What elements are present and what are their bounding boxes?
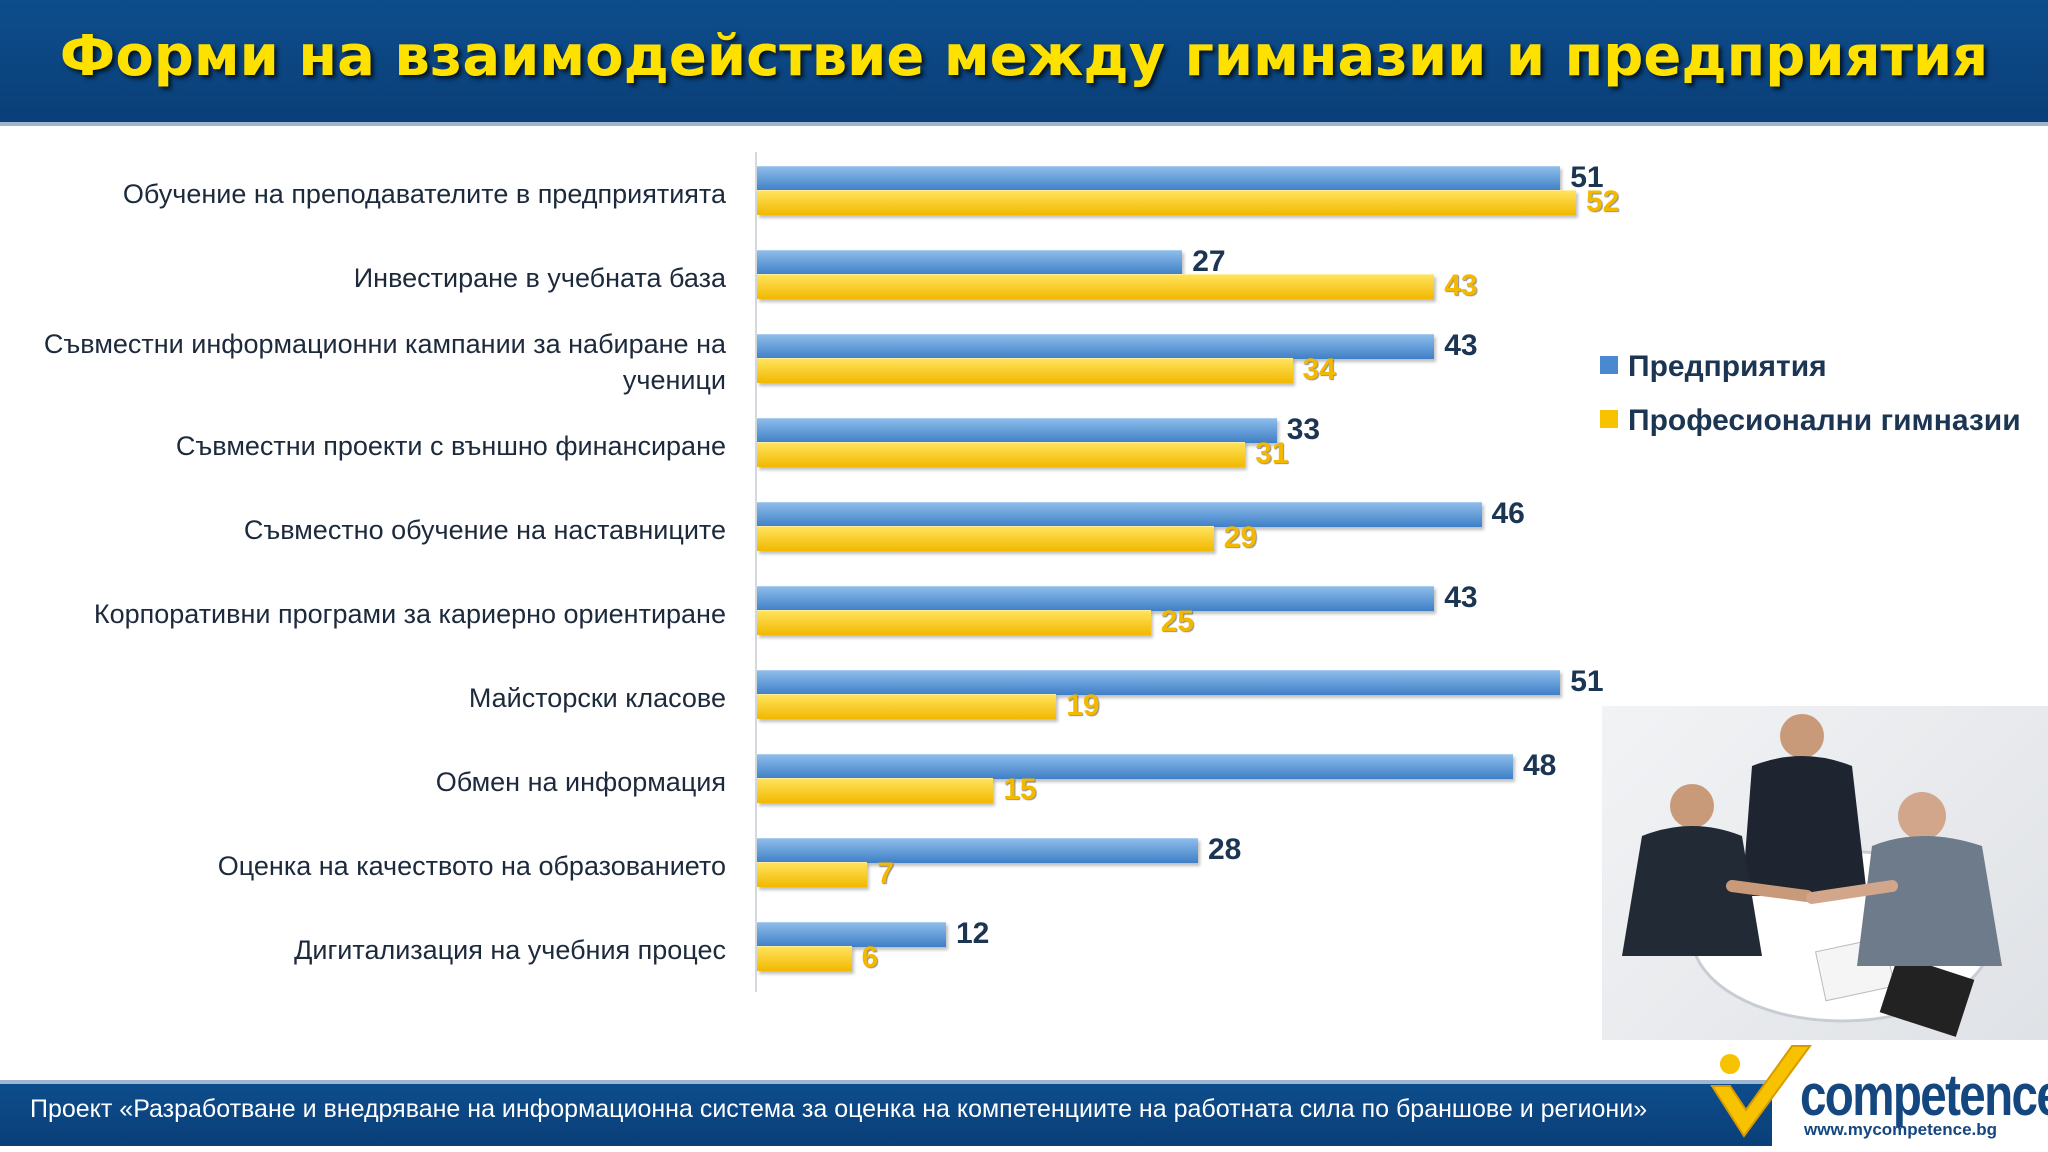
category-label-line: Обучение на преподавателите в предприяти…	[122, 179, 726, 209]
bar-enterprises	[757, 754, 1513, 779]
data-label: 48	[1523, 749, 1557, 782]
category-label-line: Инвестиране в учебната база	[353, 263, 726, 293]
data-label: 27	[1192, 245, 1226, 278]
legend-label: Професионални гимназии	[1628, 404, 2021, 437]
category-label: Обмен на информация	[20, 764, 726, 800]
bar-vocational-schools	[757, 862, 868, 887]
bar-vocational-schools	[757, 778, 994, 803]
category-label-line: Майсторски класове	[468, 683, 726, 713]
handshake-illustration	[1622, 714, 2002, 1037]
category-label-line: Оценка на качеството на образованието	[217, 851, 726, 881]
bar-vocational-schools	[757, 190, 1576, 215]
bar-enterprises	[757, 418, 1277, 443]
bar-vocational-schools	[757, 694, 1057, 719]
data-label: 51	[1570, 665, 1604, 698]
category-label: Съвместно обучение на наставниците	[20, 512, 726, 548]
data-label: 19	[1066, 689, 1100, 722]
bar-enterprises	[757, 586, 1435, 611]
bar-vocational-schools	[757, 442, 1246, 467]
bar-enterprises	[757, 166, 1561, 191]
bar-vocational-schools	[757, 526, 1214, 551]
checkmark-logo-icon	[1710, 1045, 1812, 1138]
category-label-line: Обмен на информация	[435, 767, 726, 797]
business-handshake-photo	[1602, 706, 2048, 1040]
category-label-line: Корпоративни програми за кариерно ориент…	[93, 599, 726, 629]
category-label: Дигитализация на учебния процес	[20, 932, 726, 968]
data-label: 33	[1286, 413, 1321, 446]
category-axis-line	[755, 152, 757, 992]
legend-label: Предприятия	[1628, 350, 1827, 383]
category-label: Обучение на преподавателите в предприяти…	[20, 176, 726, 212]
footer-bar	[0, 1080, 1772, 1146]
data-label: 43	[1444, 269, 1478, 302]
data-label: 7	[877, 857, 894, 890]
category-label-line: Дигитализация на учебния процес	[294, 935, 726, 965]
legend-swatch	[1600, 410, 1618, 428]
bar-enterprises	[757, 922, 946, 947]
data-label: 6	[861, 941, 879, 974]
data-label: 31	[1255, 437, 1289, 470]
legend-item: Професионални гимназии	[1600, 404, 2021, 438]
bar-enterprises	[757, 250, 1183, 275]
bar-vocational-schools	[757, 358, 1293, 383]
data-label: 51	[1570, 161, 1604, 194]
category-label-line: ученици	[622, 365, 726, 395]
competence-logo[interactable]: competence	[1800, 1063, 2048, 1128]
category-label-line: Съвместни информационни кампании за наби…	[43, 329, 726, 359]
data-label: 43	[1444, 581, 1478, 614]
data-label: 25	[1160, 605, 1195, 638]
bar-vocational-schools	[757, 274, 1435, 299]
data-label: 52	[1586, 185, 1620, 218]
category-label: Съвместни проекти с външно финансиране	[20, 428, 726, 464]
bar-vocational-schools	[757, 610, 1151, 635]
category-label-line: Съвместно обучение на наставниците	[243, 515, 726, 545]
category-label-line: Съвместни проекти с външно финансиране	[175, 431, 726, 461]
data-label: 28	[1208, 833, 1242, 866]
header-bar	[0, 0, 2048, 126]
data-label: 46	[1491, 497, 1525, 530]
data-label: 29	[1223, 521, 1258, 554]
footer-project-text: Проект «Разработване и внедряване на инф…	[30, 1095, 1648, 1123]
data-label: 34	[1302, 353, 1336, 386]
page-title: Форми на взаимодействие между гимназии и…	[59, 24, 1989, 89]
category-label: Майсторски класове	[20, 680, 726, 716]
website-url[interactable]: www.mycompetence.bg	[1804, 1120, 1998, 1139]
legend-item: Предприятия	[1600, 350, 1827, 384]
category-label: Оценка на качеството на образованието	[20, 848, 726, 884]
bar-vocational-schools	[757, 946, 852, 971]
data-label: 12	[956, 917, 990, 950]
bar-enterprises	[757, 334, 1435, 359]
category-label: Съвместни информационни кампании за наби…	[20, 326, 726, 398]
legend-swatch	[1600, 356, 1618, 374]
bar-enterprises	[757, 838, 1198, 863]
category-label: Инвестиране в учебната база	[20, 260, 726, 296]
bar-enterprises	[757, 670, 1561, 695]
category-label: Корпоративни програми за кариерно ориент…	[20, 596, 726, 632]
bar-enterprises	[757, 502, 1482, 527]
data-label: 43	[1444, 329, 1478, 362]
data-label: 15	[1003, 773, 1037, 806]
